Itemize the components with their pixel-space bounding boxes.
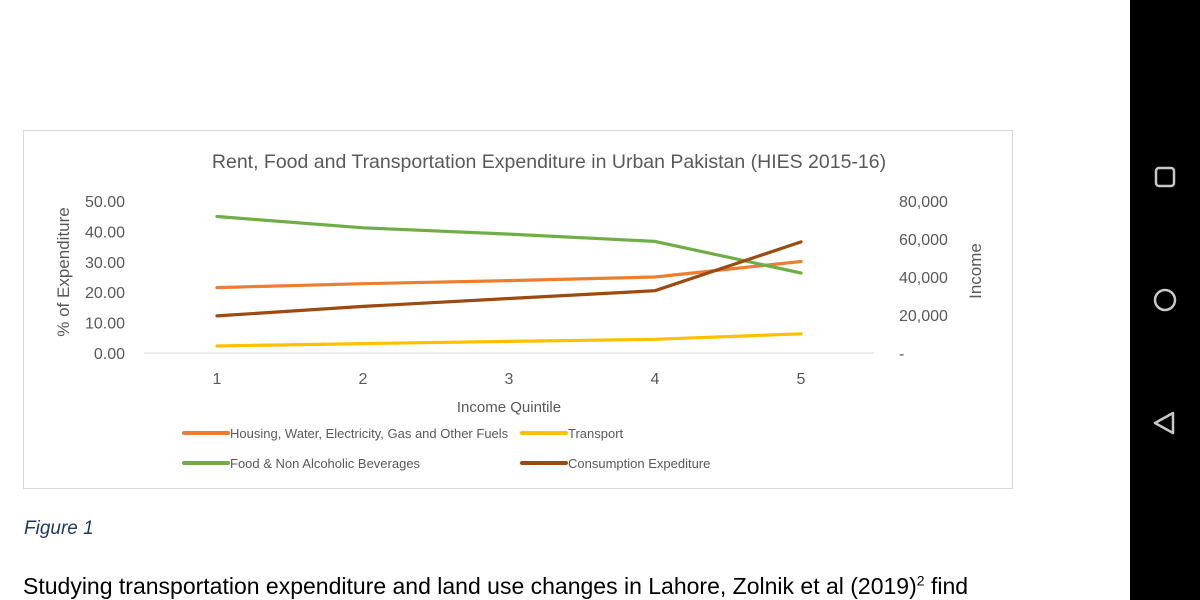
- y2-tick-label: 20,000: [899, 308, 948, 325]
- series-line-0: [215, 259, 803, 290]
- legend-label-3: Consumption Expediture: [568, 456, 710, 471]
- circle-icon: [1153, 288, 1177, 312]
- y-tick-label: 20.00: [85, 285, 125, 302]
- x-tick-label: 4: [651, 371, 660, 388]
- y-tick-label: 40.00: [85, 224, 125, 241]
- y2-tick-label: 80,000: [899, 194, 948, 211]
- legend-label-0: Housing, Water, Electricity, Gas and Oth…: [230, 426, 509, 441]
- chart-title: Rent, Food and Transportation Expenditur…: [212, 151, 886, 173]
- back-button[interactable]: [1145, 403, 1185, 443]
- series-line-3: [215, 240, 803, 318]
- y2-axis-title: Income: [966, 243, 985, 299]
- y-tick-label: 30.00: [85, 255, 125, 272]
- triangle-back-icon: [1153, 411, 1175, 435]
- y2-tick-label: 40,000: [899, 270, 948, 287]
- body-text-tail: find: [924, 573, 969, 599]
- legend-label-1: Transport: [568, 426, 624, 441]
- square-icon: [1154, 166, 1176, 188]
- y-axis-title: % of Expenditure: [54, 207, 73, 336]
- series-line-1: [215, 332, 803, 348]
- recents-button[interactable]: [1145, 157, 1185, 197]
- y-tick-label: 10.00: [85, 316, 125, 333]
- chart-svg: Rent, Food and Transportation Expenditur…: [54, 151, 985, 471]
- body-text-main: Studying transportation expenditure and …: [23, 573, 917, 599]
- chart: Rent, Food and Transportation Expenditur…: [23, 130, 1013, 489]
- x-tick-label: 2: [359, 371, 368, 388]
- android-nav-bar: [1130, 0, 1200, 600]
- y-tick-label: 0.00: [94, 346, 125, 363]
- legend-label-2: Food & Non Alcoholic Beverages: [230, 456, 421, 471]
- home-button[interactable]: [1145, 280, 1185, 320]
- document-page: Rent, Food and Transportation Expenditur…: [23, 130, 1123, 600]
- x-tick-label: 5: [797, 371, 806, 388]
- footnote-marker: 2: [916, 572, 925, 589]
- x-tick-label: 3: [505, 371, 514, 388]
- y-tick-label: 50.00: [85, 194, 125, 211]
- x-axis-title: Income Quintile: [457, 399, 561, 416]
- y2-tick-label: -: [899, 346, 904, 363]
- body-paragraph: Studying transportation expenditure and …: [23, 573, 1123, 600]
- x-tick-label: 1: [213, 371, 222, 388]
- figure-caption: Figure 1: [24, 518, 94, 539]
- series-line-2: [215, 214, 803, 275]
- y2-tick-label: 60,000: [899, 232, 948, 249]
